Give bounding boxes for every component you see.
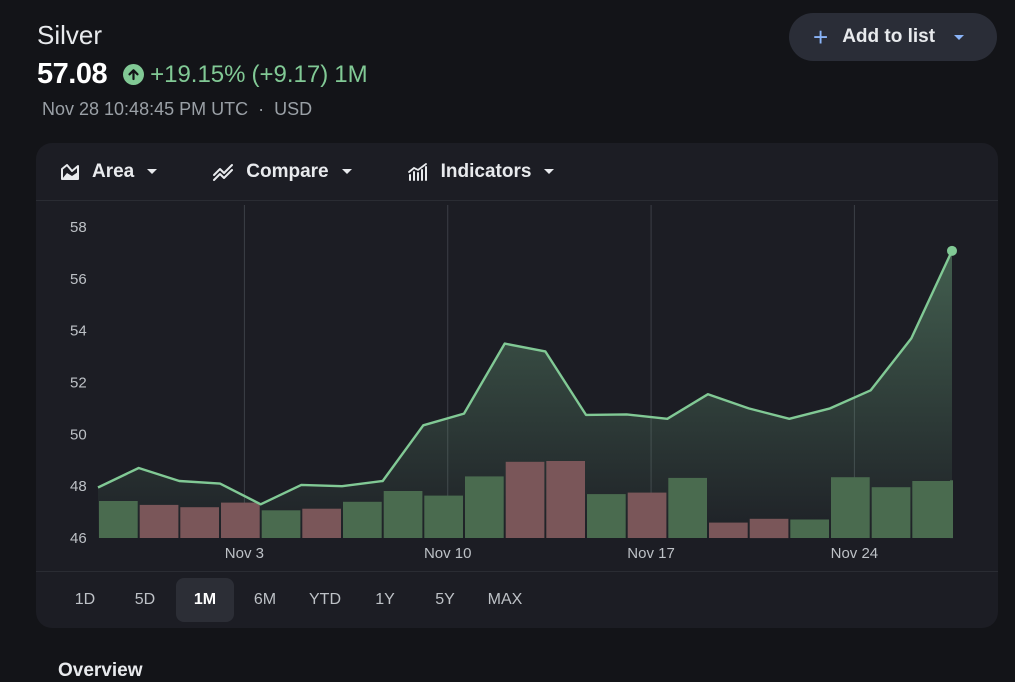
volume-bar: [139, 504, 179, 538]
change-absolute: (+9.17): [251, 60, 329, 88]
range-max[interactable]: MAX: [487, 591, 523, 608]
chevron-down-icon: [544, 168, 555, 174]
compare-label: Compare: [246, 160, 329, 182]
chart-panel: Area Compare Indicators 46 48 50 52 54 56 58 N…: [36, 143, 998, 628]
plus-icon: +: [813, 22, 829, 52]
indicators-icon: [407, 162, 427, 181]
volume-bar: [343, 501, 382, 538]
compare-dropdown[interactable]: Compare: [212, 161, 364, 183]
range-1y[interactable]: 1Y: [375, 591, 395, 608]
y-tick-label: 48: [70, 478, 87, 495]
volume-bar: [546, 461, 585, 538]
x-tick-label: Nov 10: [424, 545, 472, 562]
meta-separator: ·: [258, 99, 265, 119]
y-tick-label: 58: [70, 219, 87, 236]
timestamp: Nov 28 10:48:45 PM UTC: [42, 99, 249, 119]
price-chart[interactable]: 46 48 50 52 54 56 58 Nov 3 Nov 10 Nov 17 Nov 24: [36, 201, 998, 571]
price-line: [97, 250, 954, 506]
area-chart-icon: [61, 163, 79, 180]
currency: USD: [274, 99, 313, 119]
volume-bar: [749, 518, 789, 539]
volume-bar: [950, 480, 953, 539]
volume-bar: [99, 501, 138, 538]
volume-bar: [912, 481, 951, 538]
x-tick-label: Nov 3: [225, 545, 264, 562]
current-price: 57.08: [37, 58, 108, 90]
volume-bar: [505, 461, 545, 538]
volume-bar: [383, 491, 423, 538]
arrow-up-icon: [123, 64, 145, 85]
volume-bar: [180, 507, 219, 538]
chevron-down-icon: [147, 168, 158, 174]
y-tick-label: 46: [70, 530, 87, 547]
change-percent: +19.15%: [150, 60, 246, 88]
indicators-label: Indicators: [440, 160, 532, 182]
range-selector: 1D 5D 1M 6M YTD 1Y 5Y MAX: [36, 571, 998, 628]
y-tick-label: 54: [70, 323, 87, 340]
add-to-list-label: Add to list: [842, 26, 936, 47]
chevron-down-icon: [341, 168, 352, 174]
chart-toolbar: Area Compare Indicators: [36, 143, 998, 201]
compare-icon: [213, 163, 234, 181]
volume-bar: [668, 477, 707, 538]
price-change: +19.15% (+9.17) 1M: [123, 60, 368, 89]
price-area-fill: [98, 250, 952, 539]
chart-area[interactable]: 46 48 50 52 54 56 58 Nov 3 Nov 10 Nov 17 Nov 24: [36, 201, 998, 571]
x-tick-label: Nov 17: [627, 545, 675, 562]
volume-bar: [424, 495, 463, 538]
volume-bar: [871, 487, 911, 538]
last-price-dot: [947, 245, 957, 256]
y-tick-label: 52: [70, 375, 87, 392]
volume-bar: [261, 510, 301, 538]
volume-bar: [709, 522, 748, 538]
asset-title: Silver: [37, 20, 103, 50]
volume-bar: [790, 519, 829, 538]
price-meta: Nov 28 10:48:45 PM UTC · USD: [42, 99, 312, 120]
volume-bar: [302, 508, 341, 538]
overview-heading: Overview: [58, 660, 143, 681]
volume-bar: [831, 477, 870, 538]
volume-bar: [627, 492, 667, 538]
range-1m[interactable]: 1M: [176, 578, 234, 622]
change-period: 1M: [334, 60, 368, 88]
volume-bar: [465, 476, 504, 538]
chevron-down-icon: [953, 26, 965, 48]
y-tick-label: 56: [70, 271, 87, 288]
price-row: 57.08 +19.15% (+9.17) 1M: [37, 58, 368, 91]
chart-type-label: Area: [92, 160, 135, 182]
range-ytd[interactable]: YTD: [309, 591, 341, 608]
range-6m[interactable]: 6M: [253, 591, 277, 608]
indicators-dropdown[interactable]: Indicators: [407, 161, 568, 183]
range-1d[interactable]: 1D: [74, 591, 96, 608]
range-5y[interactable]: 5Y: [435, 591, 455, 608]
chart-type-dropdown[interactable]: Area: [60, 161, 170, 183]
add-to-list-button[interactable]: + Add to list: [789, 13, 997, 61]
volume-bar: [221, 502, 260, 538]
volume-bar: [587, 494, 626, 538]
x-tick-label: Nov 24: [831, 545, 879, 562]
y-tick-label: 50: [70, 426, 87, 443]
range-5d[interactable]: 5D: [134, 591, 156, 608]
